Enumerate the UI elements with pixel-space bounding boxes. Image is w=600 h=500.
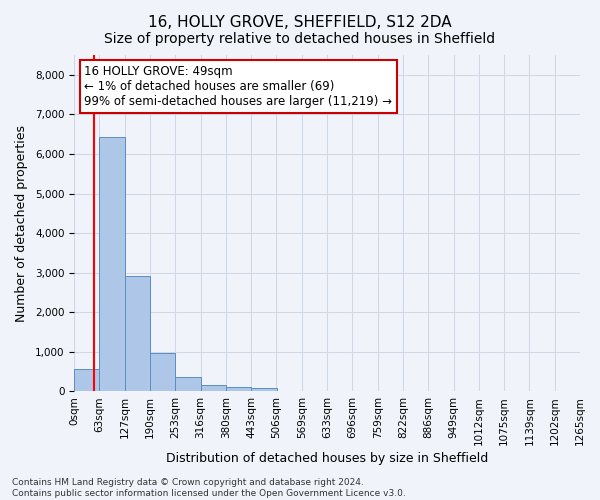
Bar: [251, 388, 277, 392]
Text: Contains HM Land Registry data © Crown copyright and database right 2024.
Contai: Contains HM Land Registry data © Crown c…: [12, 478, 406, 498]
Bar: [100, 138, 125, 392]
X-axis label: Distribution of detached houses by size in Sheffield: Distribution of detached houses by size …: [166, 452, 488, 465]
Bar: [74, 370, 100, 392]
Bar: [175, 377, 200, 392]
Y-axis label: Number of detached properties: Number of detached properties: [15, 124, 28, 322]
Text: Size of property relative to detached houses in Sheffield: Size of property relative to detached ho…: [104, 32, 496, 46]
Text: 16, HOLLY GROVE, SHEFFIELD, S12 2DA: 16, HOLLY GROVE, SHEFFIELD, S12 2DA: [148, 15, 452, 30]
Bar: [150, 352, 175, 392]
Bar: [226, 388, 251, 392]
Bar: [200, 384, 226, 392]
Bar: [125, 276, 150, 392]
Text: 16 HOLLY GROVE: 49sqm
← 1% of detached houses are smaller (69)
99% of semi-detac: 16 HOLLY GROVE: 49sqm ← 1% of detached h…: [84, 65, 392, 108]
